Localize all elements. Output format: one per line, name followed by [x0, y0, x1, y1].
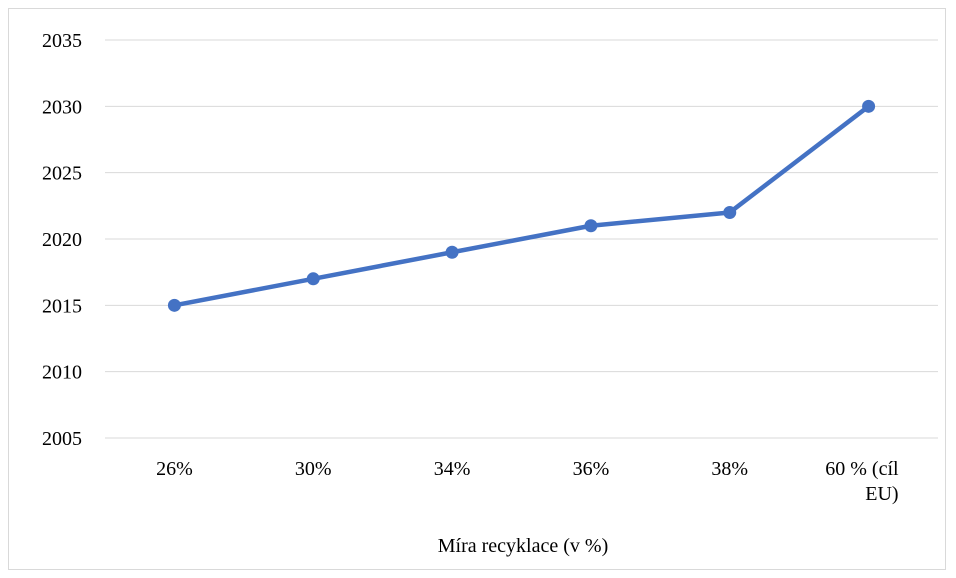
data-point-5	[862, 99, 876, 113]
y-tick-labels: 2005 2010 2015 2020 2025 2030 2035	[42, 30, 82, 450]
data-point-4	[723, 205, 737, 219]
y-tick-label-2030: 2030	[42, 96, 82, 118]
series	[167, 99, 876, 312]
y-tick-label-2015: 2015	[42, 295, 82, 317]
chart-frame	[8, 8, 946, 570]
x-tick-label-0: 26%	[156, 458, 193, 480]
data-point-1	[306, 272, 320, 286]
series-line-0	[172, 104, 871, 308]
x-tick-label-4: 38%	[711, 458, 748, 480]
y-tick-label-2035: 2035	[42, 30, 82, 52]
x-tick-label-5-line-0: 60 % (cíl	[825, 458, 899, 480]
data-point-2	[445, 245, 459, 259]
y-tick-label-2025: 2025	[42, 163, 82, 185]
x-tick-label-3: 36%	[573, 458, 610, 480]
y-tick-label-2020: 2020	[42, 229, 82, 251]
x-tick-label-5-line-1: EU)	[865, 483, 898, 505]
x-tick-label-1: 30%	[295, 458, 332, 480]
gridlines	[105, 39, 938, 439]
y-tick-label-2010: 2010	[42, 362, 82, 384]
x-tick-label-2: 34%	[434, 458, 471, 480]
data-point-0	[167, 298, 181, 312]
x-axis-label: Míra recyklace (v %)	[438, 535, 608, 557]
y-tick-label-2005: 2005	[42, 428, 82, 450]
data-point-3	[584, 219, 598, 233]
x-tick-labels: 26% 30% 34% 36% 38% 60 % (cíl EU)	[156, 458, 899, 505]
